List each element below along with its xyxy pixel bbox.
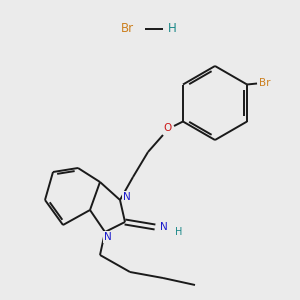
Text: N: N — [104, 232, 112, 242]
Text: Br: Br — [120, 22, 134, 35]
Text: Br: Br — [259, 79, 271, 88]
Text: H: H — [168, 22, 176, 35]
Text: N: N — [160, 222, 168, 232]
Text: N: N — [123, 192, 131, 202]
Text: H: H — [175, 227, 183, 237]
Text: O: O — [164, 123, 172, 133]
